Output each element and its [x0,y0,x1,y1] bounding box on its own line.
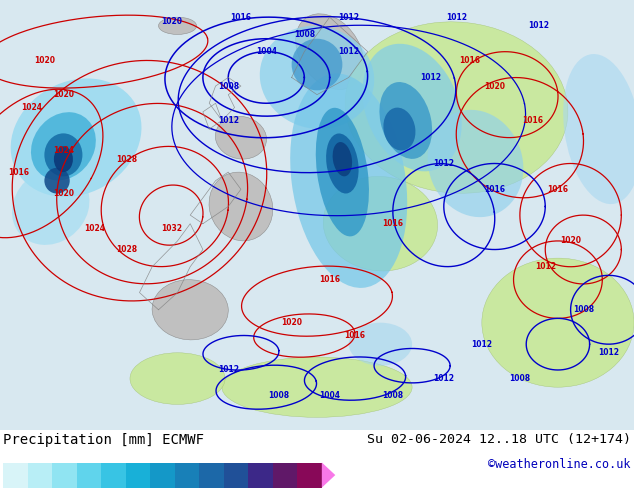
Bar [249,463,273,488]
Text: 1016: 1016 [8,168,30,176]
Text: ©weatheronline.co.uk: ©weatheronline.co.uk [488,458,631,471]
Ellipse shape [427,110,524,217]
Ellipse shape [11,78,141,197]
Bar [126,463,150,488]
Ellipse shape [152,280,228,340]
Text: Su 02-06-2024 12..18 UTC (12+174): Su 02-06-2024 12..18 UTC (12+174) [367,433,631,446]
Text: 1020: 1020 [34,56,55,65]
Text: 1020: 1020 [53,90,74,99]
Ellipse shape [295,14,364,90]
Text: 1012: 1012 [420,73,442,82]
Text: 1012: 1012 [528,21,550,30]
Ellipse shape [363,44,462,172]
Ellipse shape [44,168,70,194]
Text: 1020: 1020 [53,189,74,198]
Text: 1012: 1012 [598,348,619,357]
Text: 1016: 1016 [230,13,252,22]
Text: 1008: 1008 [382,392,404,400]
Bar [77,463,101,488]
Ellipse shape [316,108,369,236]
Text: 1028: 1028 [116,155,138,164]
Text: 1012: 1012 [471,340,493,349]
Text: 1020: 1020 [484,81,505,91]
Text: 1020: 1020 [281,318,302,327]
Text: 1016: 1016 [484,185,505,194]
Ellipse shape [323,176,437,271]
Bar [3,463,28,488]
Ellipse shape [209,172,273,241]
Bar [273,463,297,488]
Ellipse shape [563,54,634,204]
Text: 1020: 1020 [160,17,182,26]
Text: Precipitation [mm] ECMWF: Precipitation [mm] ECMWF [3,433,204,447]
Ellipse shape [216,116,266,159]
Text: 1016: 1016 [344,331,366,340]
Text: 1016: 1016 [382,219,404,228]
Ellipse shape [349,323,412,366]
Ellipse shape [44,133,82,176]
Text: 1008: 1008 [509,374,531,383]
Text: 1008: 1008 [573,305,594,314]
Text: 1016: 1016 [319,275,340,284]
Text: 1012: 1012 [338,13,359,22]
Text: 1012: 1012 [446,13,467,22]
Text: 1012: 1012 [433,374,455,383]
Text: 1004: 1004 [319,392,340,400]
Text: 1024: 1024 [53,146,74,155]
Ellipse shape [222,357,412,417]
Bar [297,463,322,488]
Ellipse shape [130,353,225,404]
Ellipse shape [379,82,432,159]
Text: 1008: 1008 [217,81,239,91]
Ellipse shape [290,74,407,288]
Bar [28,463,52,488]
Ellipse shape [260,26,374,129]
Text: 1012: 1012 [534,262,556,271]
Text: 1016: 1016 [458,56,480,65]
Text: 1016: 1016 [547,185,569,194]
Ellipse shape [482,258,634,387]
Bar [150,463,175,488]
Text: 1016: 1016 [522,116,543,125]
Bar [52,463,77,488]
Text: 1012: 1012 [217,366,239,374]
Text: 1012: 1012 [217,116,239,125]
Ellipse shape [384,108,415,150]
Ellipse shape [12,168,89,245]
Text: 1028: 1028 [116,245,138,254]
Text: 1024: 1024 [21,103,42,112]
Text: 1012: 1012 [433,159,455,168]
Polygon shape [322,463,335,488]
Text: 1008: 1008 [268,392,290,400]
Ellipse shape [326,133,359,194]
Text: 1032: 1032 [160,223,182,233]
Bar [101,463,126,488]
Bar [175,463,199,488]
Ellipse shape [31,112,96,180]
Text: 1024: 1024 [84,223,106,233]
Bar [199,463,224,488]
Ellipse shape [158,17,197,34]
Text: 1012: 1012 [338,47,359,56]
Text: 1008: 1008 [294,30,315,39]
Ellipse shape [54,147,73,172]
Bar [224,463,249,488]
Text: 1004: 1004 [256,47,277,56]
Text: 1020: 1020 [560,236,581,245]
Ellipse shape [345,22,568,193]
Ellipse shape [292,39,342,90]
Ellipse shape [333,142,352,176]
